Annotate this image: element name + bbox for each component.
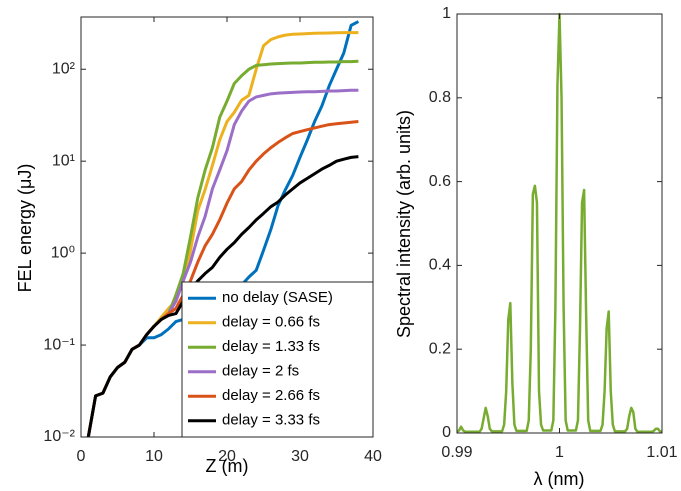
x-axis-label: Z (m) [206,456,249,476]
legend-label: delay = 2 fs [222,363,299,380]
y-tick-label: 0 [442,424,451,441]
legend-box [181,281,374,438]
x-tick-label: 30 [291,448,309,465]
x-axis-label: λ (nm) [534,469,585,489]
x-tick-label: 10 [145,448,163,465]
legend-label: delay = 0.66 fs [222,314,320,331]
series-line [86,155,359,438]
y-tick-label: 10⁻² [43,428,75,445]
x-tick-label: 40 [364,448,382,465]
y-tick-label: 10⁻¹ [43,336,75,353]
legend-label: delay = 1.33 fs [222,338,320,355]
y-tick-label: 10⁰ [51,244,75,261]
y-tick-label: 0.2 [429,340,451,357]
y-axis-label: FEL energy (μJ) [15,164,35,293]
x-tick-label: 0.99 [441,444,472,461]
y-axis-label: Spectral intensity (arb. units) [394,110,414,338]
legend-label: no delay (SASE) [222,289,333,306]
y-tick-label: 10² [52,60,76,77]
legend-label: delay = 3.33 fs [222,412,320,429]
y-tick-label: 0.6 [429,173,451,190]
y-tick-label: 1 [442,5,451,22]
x-tick-label: 1.01 [646,444,677,461]
x-tick-label: 20 [218,448,236,465]
x-tick-label: 0 [77,448,86,465]
x-tick-label: 1 [555,444,564,461]
y-tick-label: 10¹ [52,152,75,169]
y-tick-label: 0.4 [429,257,451,274]
y-tick-label: 0.8 [429,89,451,106]
legend-label: delay = 2.66 fs [222,387,320,404]
